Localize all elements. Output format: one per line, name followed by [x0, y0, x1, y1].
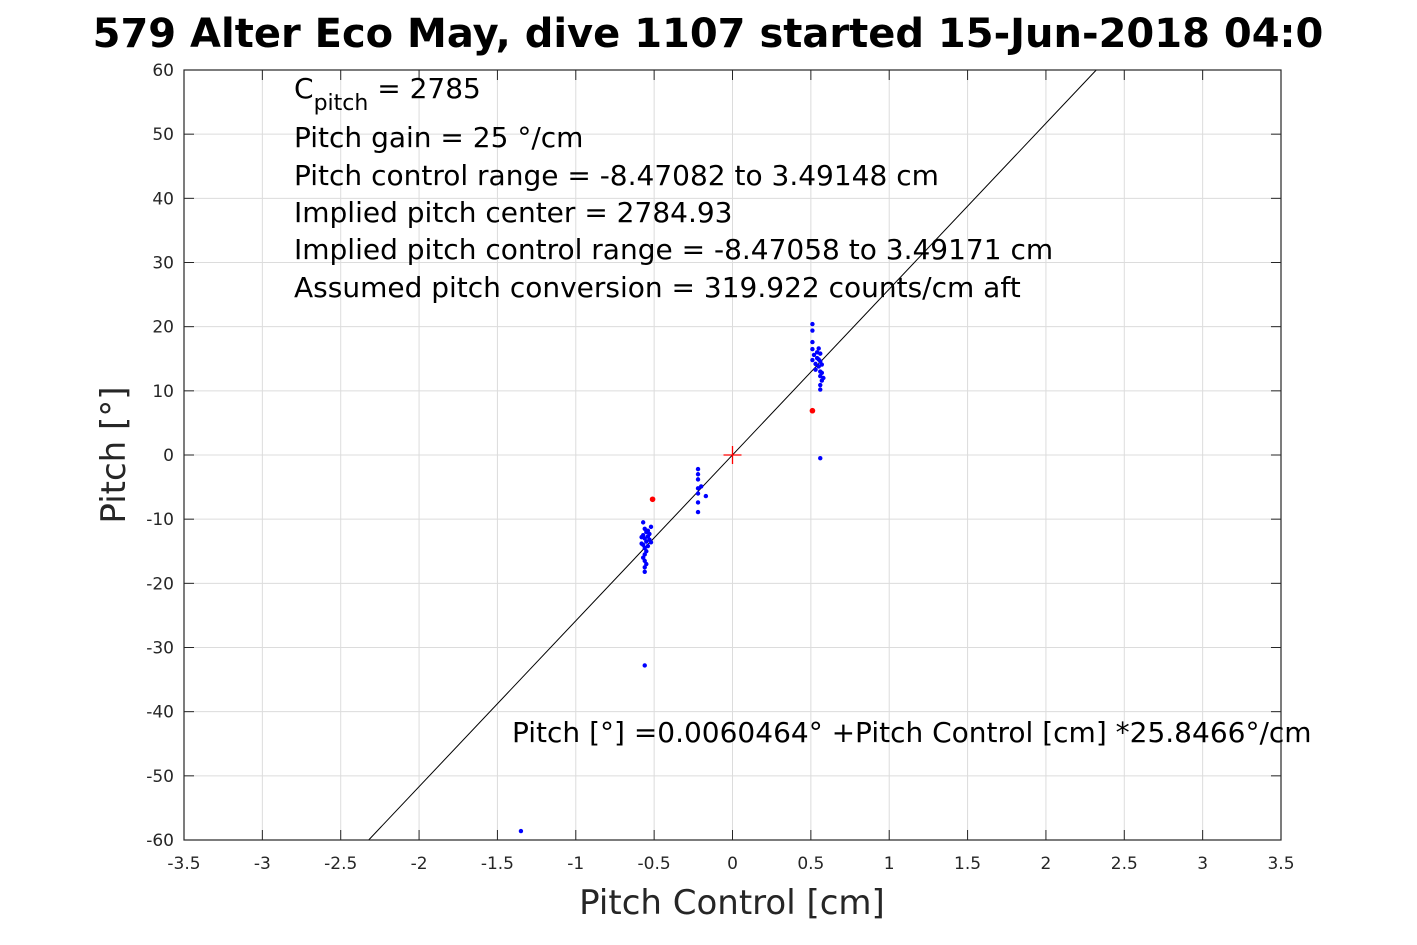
x-tick-label: -3.5	[167, 854, 200, 874]
fit-equation-annotation: Pitch [°] =0.0060464° +Pitch Control [cm…	[512, 716, 1312, 749]
y-tick-label: -40	[146, 703, 174, 723]
x-tick-label: -1	[567, 854, 584, 874]
c-pitch-subscript: pitch	[314, 91, 369, 116]
x-tick-label: 0.5	[797, 854, 824, 874]
data-point	[810, 328, 815, 333]
data-point	[649, 496, 656, 503]
tick-labels: -3.5 -3 -2.5 -2 -1.5 -1 -0.5 0 0.5 1 1.5 2 2.5 3 3.5 -6…	[146, 61, 1294, 874]
y-tick-label: -50	[146, 767, 174, 787]
annotation-implied-pitch-center: Implied pitch center = 2784.93	[294, 196, 732, 229]
y-tick-label: 10	[152, 382, 174, 402]
data-point	[642, 565, 647, 570]
annotation-pitch-gain: Pitch gain = 25 °/cm	[294, 121, 583, 154]
data-point	[816, 357, 821, 362]
y-tick-label: -20	[146, 574, 174, 594]
y-tick-label: 40	[152, 189, 174, 209]
x-tick-label: -0.5	[638, 854, 671, 874]
data-point	[642, 569, 647, 574]
c-pitch-symbol: C	[294, 72, 314, 105]
data-point	[639, 541, 644, 546]
data-point	[695, 491, 701, 496]
data-point	[819, 362, 825, 367]
y-tick-label: 20	[152, 318, 174, 338]
data-point	[639, 534, 644, 540]
x-tick-label: 1	[884, 854, 895, 874]
data-point	[518, 828, 524, 834]
data-point	[818, 382, 823, 388]
data-point	[809, 407, 816, 414]
annotation-assumed-pitch-conversion: Assumed pitch conversion = 319.922 count…	[294, 271, 1021, 304]
annotation-implied-pitch-control-range: Implied pitch control range = -8.47058 t…	[294, 233, 1053, 266]
data-point	[695, 500, 701, 505]
data-point	[695, 472, 701, 477]
data-point	[645, 534, 651, 539]
x-tick-label: 2.5	[1111, 854, 1138, 874]
x-tick-label: -2	[411, 854, 428, 874]
y-tick-label: 50	[152, 125, 174, 145]
data-point	[818, 387, 823, 392]
x-tick-label: 0	[727, 854, 738, 874]
data-point	[811, 352, 817, 358]
plot-area	[368, 69, 1097, 841]
data-point	[813, 367, 818, 372]
annotation-pitch-control-range: Pitch control range = -8.47082 to 3.4914…	[294, 159, 939, 192]
x-tick-label: -1.5	[481, 854, 514, 874]
data-point	[810, 346, 815, 352]
x-tick-label: 1.5	[954, 854, 981, 874]
y-tick-label: -30	[146, 639, 174, 659]
y-axis-label: Pitch [°]	[94, 386, 134, 523]
data-point	[810, 357, 815, 363]
c-pitch-value: = 2785	[368, 72, 481, 105]
data-point	[695, 509, 701, 515]
x-tick-label: -2.5	[324, 854, 357, 874]
data-point	[819, 370, 825, 376]
axes-frame	[183, 69, 1282, 841]
y-tick-label: 30	[152, 254, 174, 274]
data-point	[648, 540, 654, 545]
data-point	[645, 543, 651, 549]
data-point	[818, 456, 823, 461]
y-tick-label: 60	[152, 61, 174, 81]
data-point	[816, 346, 821, 351]
y-tick-label: -60	[146, 831, 174, 851]
x-axis-label: Pitch Control [cm]	[579, 883, 885, 923]
data-point	[821, 375, 826, 381]
x-tick-label: 2	[1041, 854, 1052, 874]
data-point	[695, 477, 701, 482]
data-point	[818, 351, 823, 356]
y-tick-label: 0	[163, 446, 174, 466]
data-point	[810, 339, 815, 345]
data-point	[813, 361, 818, 367]
data-point	[810, 321, 815, 327]
data-point	[698, 484, 704, 489]
data-point	[642, 663, 647, 668]
data-point	[695, 466, 701, 472]
y-tick-label: -10	[146, 510, 174, 530]
x-tick-label: -3	[254, 854, 271, 874]
annotation-c-pitch: Cpitch = 2785	[294, 72, 481, 116]
data-point	[648, 524, 654, 530]
data-point	[703, 493, 709, 499]
x-tick-label: 3.5	[1267, 854, 1294, 874]
chart-title: 579 Alter Eco May, dive 1107 started 15-…	[93, 11, 1324, 57]
x-tick-label: 3	[1197, 854, 1208, 874]
data-point	[640, 520, 646, 525]
annotation-block: Cpitch = 2785 Pitch gain = 25 °/cm Pitch…	[294, 72, 1053, 304]
